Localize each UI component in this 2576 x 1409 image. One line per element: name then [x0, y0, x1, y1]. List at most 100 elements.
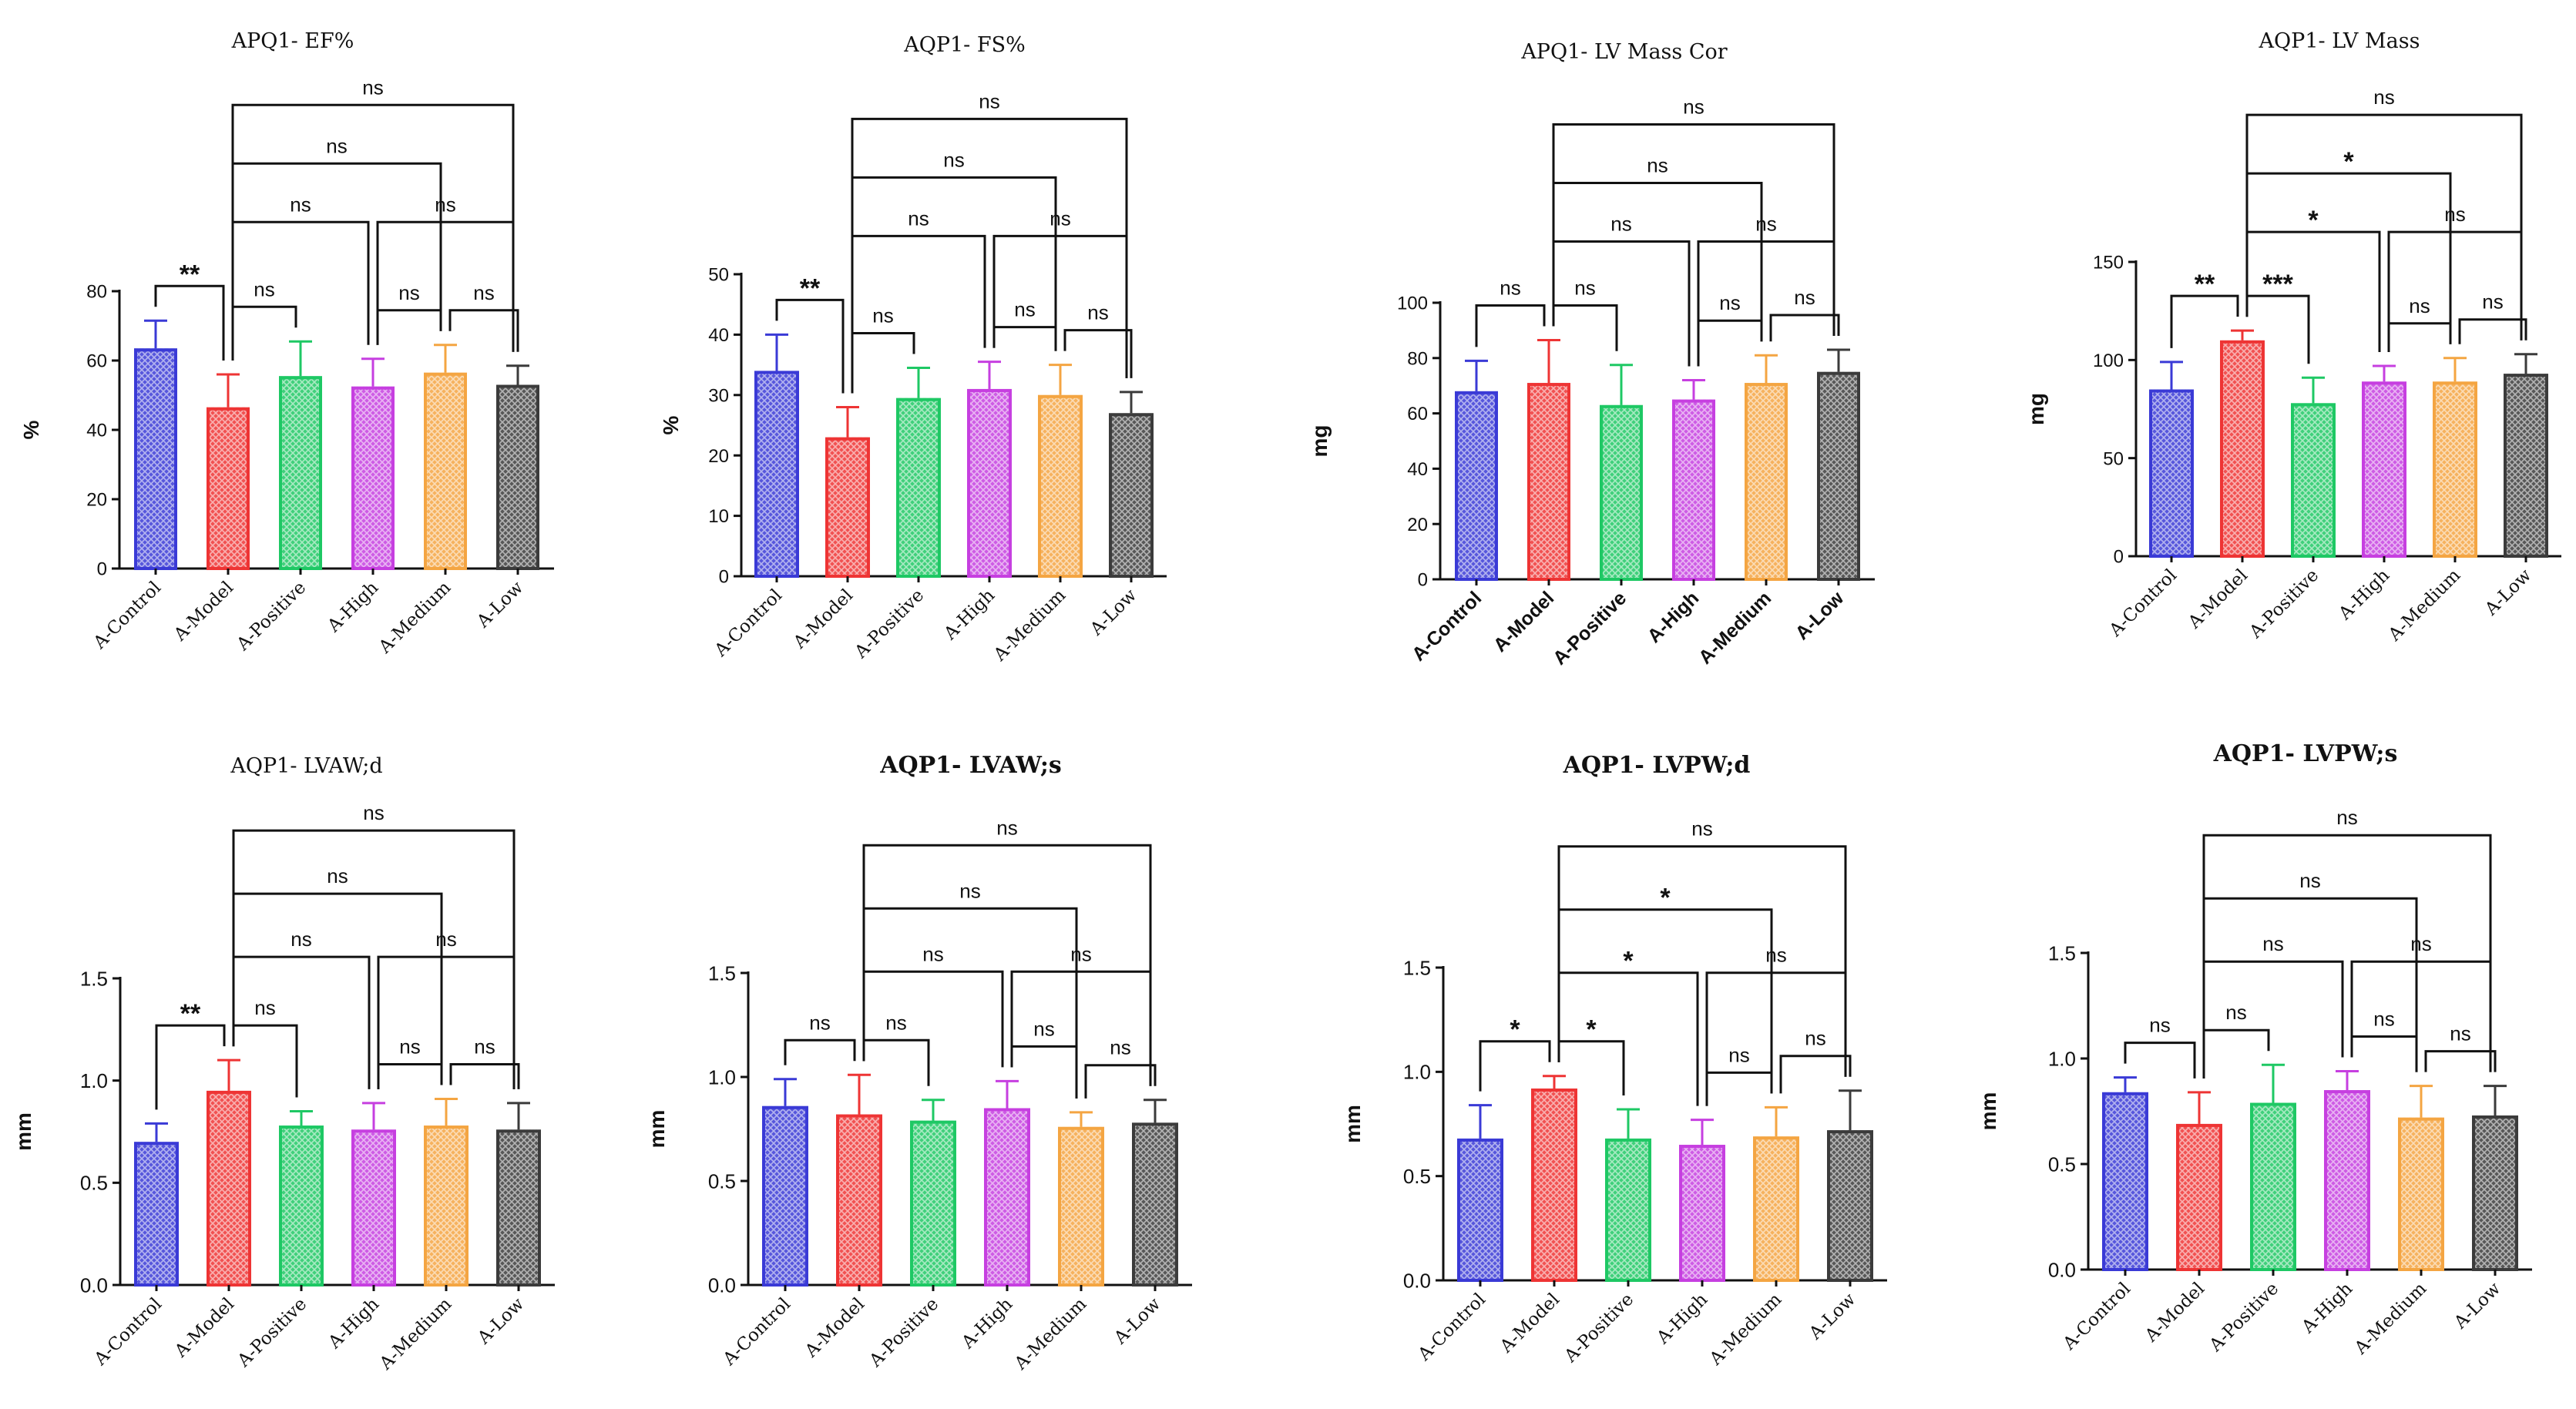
bar-hatch: [1038, 394, 1083, 576]
significance-bracket: [2350, 960, 2492, 1072]
chart-title: AQP1- LV Mass: [2259, 29, 2420, 53]
bar-hatch: [1457, 1138, 1503, 1280]
significance-label: ns: [399, 1035, 420, 1058]
chart-title: AQP1- FS%: [903, 33, 1026, 57]
bar-hatch: [2472, 1115, 2518, 1270]
y-axis-label: mg: [2024, 393, 2048, 425]
significance-label: ns: [1691, 817, 1712, 840]
chart-panel-2: AQP1- FS% 0 10 20 30 40 50% A-Control A-ModelA-P…: [659, 33, 1167, 666]
significance-label: ns: [908, 206, 929, 230]
x-tick-label: A-Positive: [865, 1294, 943, 1372]
significance-label: ns: [2482, 290, 2503, 314]
bar-hatch: [825, 437, 870, 576]
y-tick-label: 1.5: [1403, 956, 1431, 979]
significance-bracket: [2245, 113, 2523, 341]
y-tick-label: 40: [86, 421, 107, 441]
y-tick-label: 0: [719, 567, 729, 588]
significance-bracket: [851, 117, 1128, 394]
y-axis-label: mm: [12, 1112, 35, 1151]
x-tick-label: A-Low: [473, 1294, 528, 1349]
y-tick-label: 1.5: [2048, 941, 2076, 964]
significance-label: ns: [1610, 212, 1631, 235]
chart-panel-1: APQ1- EF% 0 20 40 60 80% A-Control A-ModelA-Pos…: [19, 29, 554, 658]
significance-bracket: [1010, 970, 1152, 1086]
y-tick-label: 1.0: [708, 1065, 736, 1089]
x-tick-label: A-High: [1644, 587, 1704, 647]
significance-bracket: [862, 907, 1078, 1099]
significance-bracket: [1557, 845, 1847, 1077]
x-tick-label: A-Model: [789, 585, 857, 653]
bar-hatch: [1745, 383, 1788, 579]
chart-title: AQP1- LVAW;s: [879, 752, 1062, 779]
significance-label: ns: [326, 134, 347, 157]
y-tick-label: 1.5: [708, 961, 736, 985]
x-tick-label: A-Model: [170, 578, 237, 646]
x-tick-label: A-Control: [90, 1294, 166, 1370]
x-tick-label: A-Medium: [374, 578, 455, 658]
bar-hatch: [1679, 1145, 1725, 1280]
significance-bracket: [1697, 319, 1763, 367]
significance-label: ns: [2225, 1001, 2246, 1024]
significance-label: **: [180, 260, 200, 289]
significance-bracket: [155, 1024, 226, 1110]
significance-bracket: [1705, 1071, 1773, 1106]
x-tick-label: A-High: [940, 585, 999, 645]
bar-hatch: [207, 1090, 251, 1285]
x-tick-label: A-Control: [89, 578, 165, 653]
bar-hatch: [1827, 1130, 1873, 1280]
x-tick-label: A-High: [958, 1294, 1017, 1354]
significance-bracket: [232, 955, 371, 1089]
bar-hatch: [2398, 1117, 2444, 1270]
significance-label: ns: [363, 801, 384, 824]
x-tick-label: A-Low: [1805, 1290, 1859, 1344]
x-tick-label: A-Low: [2480, 565, 2535, 620]
bar-hatch: [279, 1126, 324, 1285]
significance-bracket: [449, 1063, 520, 1089]
significance-label: ns: [473, 281, 494, 304]
significance-label: ***: [2262, 270, 2293, 299]
bar-hatch: [134, 1142, 179, 1285]
significance-label: ns: [1755, 212, 1776, 235]
y-tick-label: 80: [86, 282, 107, 303]
significance-bracket: [2170, 294, 2239, 348]
y-tick-label: 1.0: [2048, 1047, 2076, 1070]
significance-label: ns: [809, 1011, 830, 1034]
x-tick-label: A-Positive: [233, 1294, 311, 1372]
significance-label: **: [180, 999, 201, 1028]
significance-bracket: [232, 829, 516, 1089]
significance-bracket: [231, 162, 442, 361]
significance-label: ns: [1805, 1027, 1825, 1050]
significance-bracket: [1557, 1040, 1625, 1096]
y-axis-label: %: [19, 420, 43, 439]
bar-hatch: [351, 386, 395, 569]
x-tick-label: A-Control: [1408, 587, 1486, 665]
chart-panel-4: AQP1- LV Mass 0 50 100 150 mg A-Control A-Model…: [2024, 29, 2561, 646]
x-tick-label: A-Positive: [1560, 1290, 1638, 1367]
significance-label: ns: [254, 996, 275, 1019]
chart-panel-8: AQP1- LVPW;s 0.0 0.5 1.0 1.5 mm A-Control A-Mod…: [1977, 740, 2532, 1359]
significance-bracket: [2245, 172, 2452, 344]
x-tick-label: A-Medium: [1010, 1294, 1090, 1374]
significance-label: ns: [1719, 291, 1740, 314]
bar-hatch: [2250, 1102, 2296, 1270]
y-axis-label: mm: [645, 1110, 669, 1149]
significance-label: ns: [2336, 806, 2357, 829]
significance-label: ns: [996, 816, 1017, 839]
significance-label: ns: [435, 928, 456, 951]
significance-bracket: [1063, 329, 1133, 378]
y-axis-label: %: [659, 415, 683, 434]
y-tick-label: 0.0: [1403, 1269, 1431, 1292]
x-tick-label: A-Control: [2105, 565, 2181, 641]
significance-bracket: [2387, 322, 2452, 352]
y-tick-label: 0.5: [708, 1169, 736, 1193]
bar-hatch: [424, 372, 467, 569]
significance-label: *: [1623, 947, 1634, 976]
significance-bracket: [992, 326, 1057, 351]
x-tick-label: A-Control: [1414, 1290, 1490, 1365]
significance-bracket: [784, 1038, 856, 1065]
chart-panel-6: AQP1- LVAW;s 0.0 0.5 1.0 1.5 mm A-Control A-Mod…: [645, 752, 1192, 1374]
significance-bracket: [2424, 1050, 2497, 1072]
significance-bracket: [862, 844, 1152, 1086]
significance-label: ns: [1070, 942, 1091, 965]
bar-hatch: [2362, 381, 2406, 556]
